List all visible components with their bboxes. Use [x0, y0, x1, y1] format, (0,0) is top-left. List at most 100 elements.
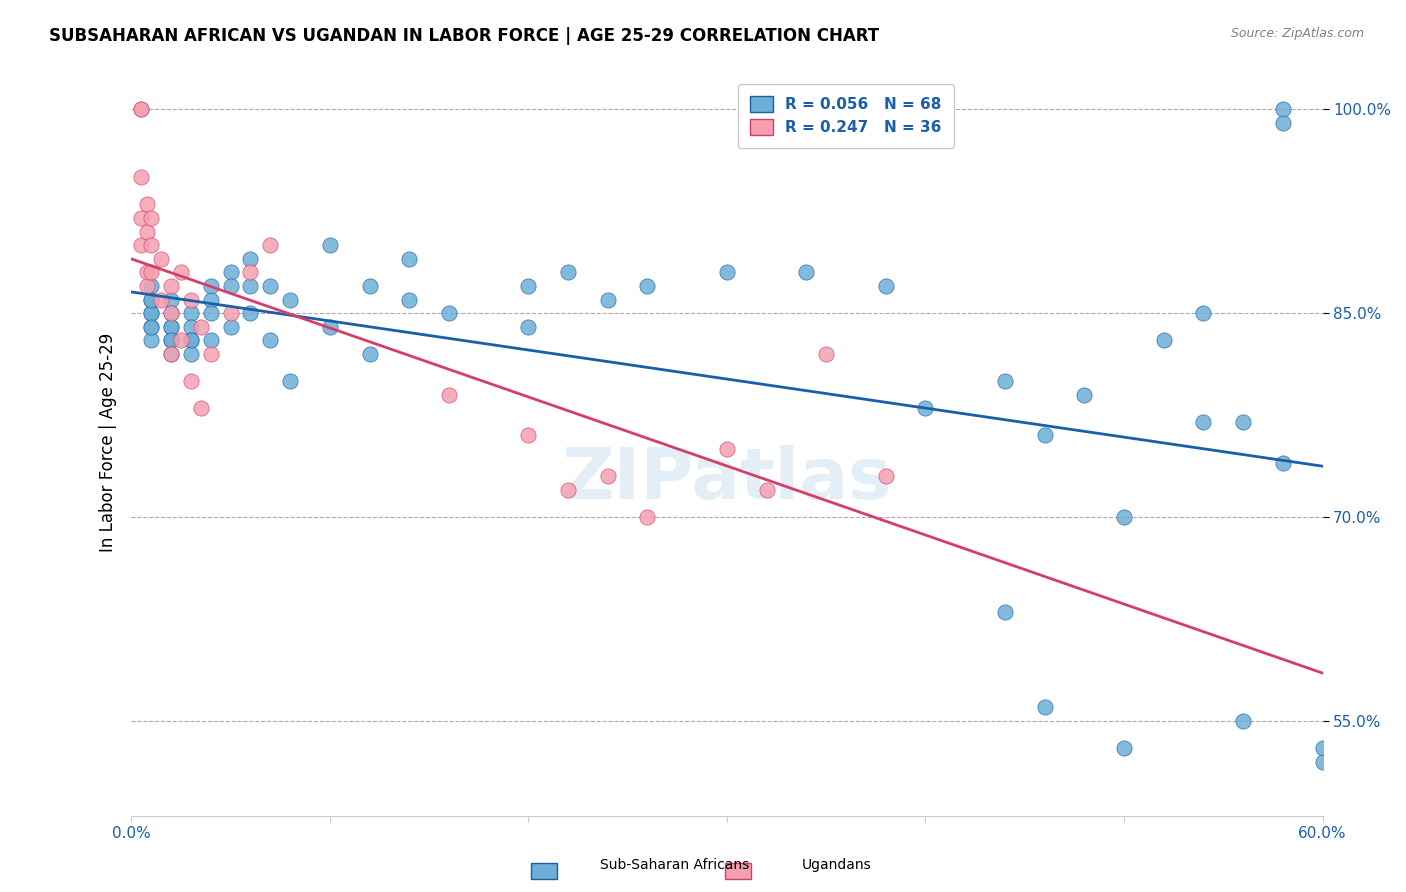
- Point: [136, 265, 159, 279]
- Y-axis label: In Labor Force | Age 25-29: In Labor Force | Age 25-29: [100, 333, 117, 552]
- Point: [139, 293, 162, 307]
- Point: [139, 319, 162, 334]
- Point: [200, 347, 222, 361]
- Point: [170, 265, 193, 279]
- Point: [160, 306, 183, 320]
- Point: [160, 333, 183, 347]
- Point: [1312, 755, 1334, 769]
- Point: [437, 387, 460, 401]
- Point: [136, 225, 159, 239]
- Point: [437, 306, 460, 320]
- Point: [150, 293, 173, 307]
- Point: [1271, 456, 1294, 470]
- Point: [139, 279, 162, 293]
- Point: [1073, 387, 1095, 401]
- Point: [1112, 510, 1135, 524]
- Point: [259, 238, 281, 252]
- Point: [716, 442, 738, 456]
- Point: [129, 170, 152, 185]
- Point: [994, 374, 1017, 388]
- Point: [278, 293, 301, 307]
- Point: [319, 238, 342, 252]
- Point: [200, 333, 222, 347]
- Point: [239, 279, 262, 293]
- Point: [1192, 306, 1215, 320]
- Point: [815, 347, 838, 361]
- Point: [150, 252, 173, 266]
- Point: [637, 510, 659, 524]
- Point: [219, 306, 242, 320]
- Text: Source: ZipAtlas.com: Source: ZipAtlas.com: [1230, 27, 1364, 40]
- Point: [180, 347, 202, 361]
- Point: [136, 197, 159, 211]
- Point: [557, 483, 579, 497]
- Point: [239, 265, 262, 279]
- Point: [1232, 415, 1254, 429]
- Point: [1271, 103, 1294, 117]
- Point: [180, 293, 202, 307]
- Point: [596, 469, 619, 483]
- Point: [160, 347, 183, 361]
- Point: [1033, 700, 1056, 714]
- Point: [200, 306, 222, 320]
- Point: [875, 469, 897, 483]
- Point: [517, 428, 540, 442]
- Legend: R = 0.056   N = 68, R = 0.247   N = 36: R = 0.056 N = 68, R = 0.247 N = 36: [738, 84, 955, 148]
- Point: [139, 306, 162, 320]
- Point: [129, 238, 152, 252]
- Point: [1192, 415, 1215, 429]
- Point: [517, 279, 540, 293]
- Text: Sub-Saharan Africans: Sub-Saharan Africans: [600, 858, 749, 872]
- Point: [129, 211, 152, 225]
- Point: [359, 279, 381, 293]
- Point: [1153, 333, 1175, 347]
- Point: [160, 347, 183, 361]
- Point: [875, 279, 897, 293]
- Text: SUBSAHARAN AFRICAN VS UGANDAN IN LABOR FORCE | AGE 25-29 CORRELATION CHART: SUBSAHARAN AFRICAN VS UGANDAN IN LABOR F…: [49, 27, 879, 45]
- Point: [239, 252, 262, 266]
- Point: [359, 347, 381, 361]
- Point: [139, 293, 162, 307]
- Point: [139, 265, 162, 279]
- Point: [160, 306, 183, 320]
- Point: [190, 319, 212, 334]
- Point: [239, 306, 262, 320]
- Point: [319, 319, 342, 334]
- Point: [200, 293, 222, 307]
- Point: [517, 319, 540, 334]
- Point: [139, 238, 162, 252]
- Point: [1112, 741, 1135, 756]
- Point: [219, 279, 242, 293]
- Point: [180, 306, 202, 320]
- Point: [1033, 428, 1056, 442]
- Point: [160, 319, 183, 334]
- Point: [170, 333, 193, 347]
- Point: [180, 333, 202, 347]
- Point: [160, 333, 183, 347]
- Point: [259, 333, 281, 347]
- Point: [139, 211, 162, 225]
- Point: [596, 293, 619, 307]
- Point: [716, 265, 738, 279]
- Point: [139, 319, 162, 334]
- Point: [398, 252, 420, 266]
- Point: [180, 319, 202, 334]
- Point: [259, 279, 281, 293]
- Point: [398, 293, 420, 307]
- Point: [136, 279, 159, 293]
- Point: [160, 293, 183, 307]
- Point: [994, 605, 1017, 619]
- Point: [557, 265, 579, 279]
- Point: [200, 279, 222, 293]
- Point: [914, 401, 936, 416]
- Point: [160, 279, 183, 293]
- Point: [1312, 741, 1334, 756]
- Point: [139, 333, 162, 347]
- Point: [1232, 714, 1254, 728]
- Point: [180, 374, 202, 388]
- Point: [129, 103, 152, 117]
- Point: [755, 483, 778, 497]
- Point: [129, 103, 152, 117]
- Point: [139, 306, 162, 320]
- Point: [278, 374, 301, 388]
